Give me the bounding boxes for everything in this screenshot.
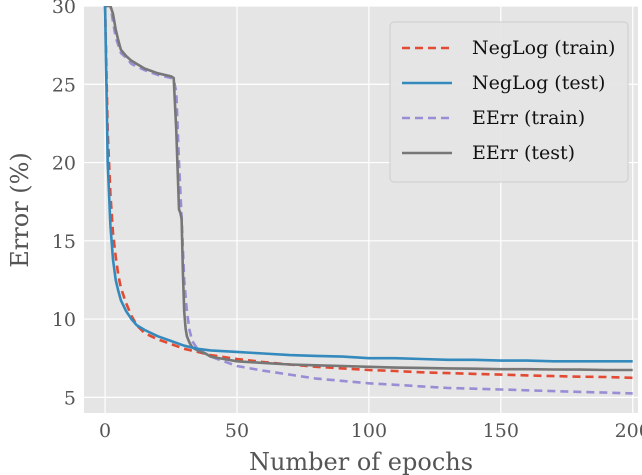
- series-line: [103, 6, 633, 363]
- x-tick-label: 0: [99, 420, 111, 442]
- x-axis-label: Number of epochs: [249, 448, 473, 475]
- y-tick-label: 5: [64, 387, 76, 409]
- y-tick-label: 30: [52, 0, 76, 18]
- x-tick-label: 200: [615, 420, 642, 442]
- y-tick-label: 15: [52, 231, 76, 253]
- legend-entry: EErr (train): [472, 107, 585, 129]
- legend-entry: NegLog (train): [472, 37, 615, 59]
- legend: NegLog (train) NegLog (test) EErr (train) E…: [389, 21, 629, 183]
- y-axis-label: Error (%): [6, 152, 34, 268]
- legend-entry: EErr (test): [472, 142, 575, 164]
- y-tick-label: 20: [52, 153, 76, 175]
- tick-labels: 0 50 100 150 200 5 10 15 20 25 30: [52, 0, 642, 442]
- legend-box: [389, 21, 629, 183]
- y-tick-label: 25: [52, 74, 76, 96]
- legend-entry: NegLog (test): [472, 72, 605, 94]
- series-lines: [103, 6, 633, 395]
- series-line: [103, 6, 633, 380]
- x-tick-label: 50: [225, 420, 249, 442]
- series-line: [105, 6, 633, 372]
- x-tick-label: 100: [351, 420, 387, 442]
- x-tick-label: 150: [483, 420, 519, 442]
- y-tick-label: 10: [52, 309, 76, 331]
